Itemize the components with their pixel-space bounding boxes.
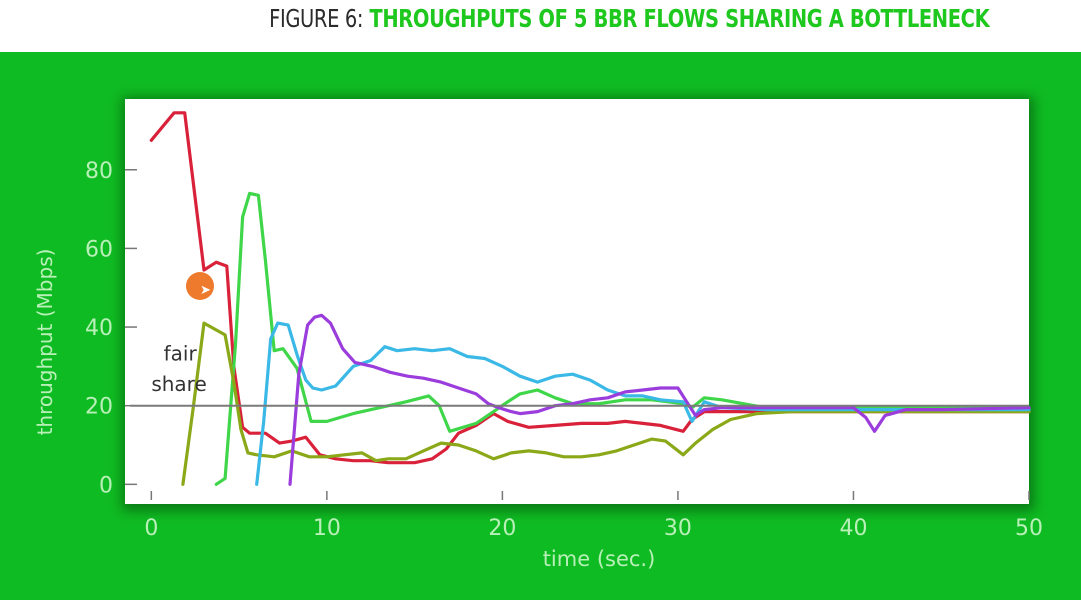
fair-share-label-1: fair — [164, 341, 198, 365]
y-axis-label: throughput (Mbps) — [33, 249, 57, 436]
x-tick-label: 0 — [144, 516, 158, 541]
series-line-3 — [181, 321, 1031, 486]
y-tick-label: 80 — [85, 159, 113, 184]
figure-title: FIGURE 6: THROUGHPUTS OF 5 BBR FLOWS SHA… — [268, 4, 990, 33]
x-axis-label: time (sec.) — [543, 547, 656, 571]
y-tick-label: 60 — [85, 237, 113, 262]
x-tick-label: 50 — [1015, 516, 1043, 541]
tick-layer: 0 10 20 30 40 50 0 20 40 60 80 — [85, 159, 1043, 541]
chart-plot-area — [125, 99, 1029, 504]
series-line-4 — [255, 321, 1031, 486]
title-bar: FIGURE 6: THROUGHPUTS OF 5 BBR FLOWS SHA… — [0, 0, 1081, 52]
series-line-5 — [288, 313, 1031, 486]
x-tick-label: 10 — [313, 516, 341, 541]
pointer-cursor-icon — [186, 272, 214, 300]
y-tick-label: 40 — [85, 316, 113, 341]
arrow-cursor-icon: ➤ — [200, 283, 211, 298]
y-tick-label: 20 — [85, 395, 113, 420]
x-tick-label: 40 — [839, 516, 867, 541]
annotation-layer: fair share — [130, 341, 1029, 407]
x-tick-label: 20 — [488, 516, 516, 541]
fair-share-label-2: share — [151, 372, 206, 396]
x-tick-label: 30 — [664, 516, 692, 541]
y-tick-label: 0 — [99, 473, 113, 498]
series-line-1 — [149, 111, 1031, 465]
series-layer — [149, 111, 1031, 486]
figure-number: FIGURE 6: — [268, 4, 363, 33]
figure-heading: THROUGHPUTS OF 5 BBR FLOWS SHARING A BOT… — [369, 4, 990, 33]
